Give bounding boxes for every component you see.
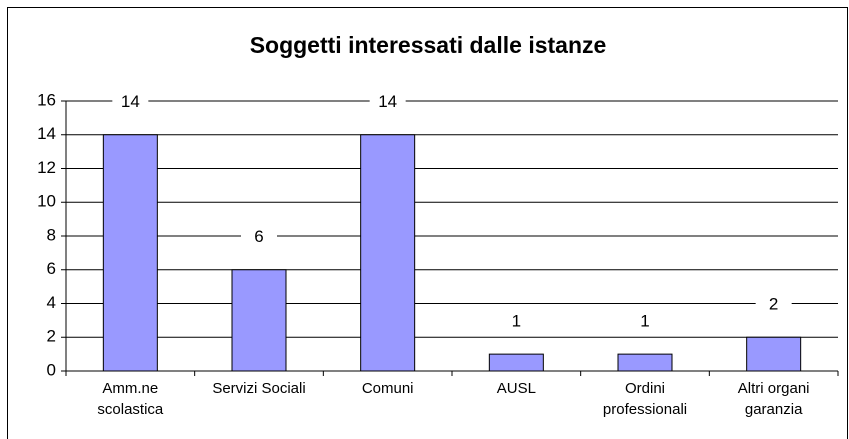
y-tick-label: 4 — [47, 293, 56, 312]
bar — [746, 336, 802, 372]
data-label: 2 — [769, 295, 778, 314]
y-tick-label: 16 — [37, 90, 56, 109]
y-tick-label: 14 — [37, 124, 56, 143]
y-tick-label: 10 — [37, 192, 56, 211]
y-tick-label: 0 — [47, 360, 56, 379]
bar — [360, 134, 416, 372]
data-label: 1 — [640, 312, 649, 331]
data-label-bg — [627, 310, 663, 333]
y-tick-label: 8 — [47, 225, 56, 244]
data-label-bg — [498, 310, 535, 333]
x-tick-label: Amm.ne scolastica — [97, 380, 164, 418]
bar — [102, 134, 158, 372]
y-tick-label: 2 — [47, 327, 56, 346]
x-tick-label: AUSL — [496, 380, 536, 397]
x-tick-label: Comuni — [361, 380, 414, 397]
y-tick-label: 6 — [47, 259, 56, 278]
bar — [488, 353, 544, 372]
data-label-bg — [241, 225, 277, 248]
y-tick-label: 12 — [37, 158, 56, 177]
bar — [231, 269, 287, 372]
data-label-bg — [755, 293, 792, 316]
data-label: 14 — [121, 92, 140, 111]
data-label: 14 — [378, 92, 397, 111]
data-label-bg — [112, 90, 149, 113]
data-label: 6 — [254, 227, 263, 246]
bar — [617, 353, 673, 372]
x-tick-label: Ordini professionali — [602, 380, 688, 418]
chart-title: Soggetti interessati dalle istanze — [250, 32, 607, 58]
data-label-bg — [369, 90, 406, 113]
data-label: 1 — [512, 312, 521, 331]
x-tick-label: Servizi Sociali — [212, 380, 306, 397]
x-tick-label: Altri organi garanzia — [737, 380, 810, 418]
